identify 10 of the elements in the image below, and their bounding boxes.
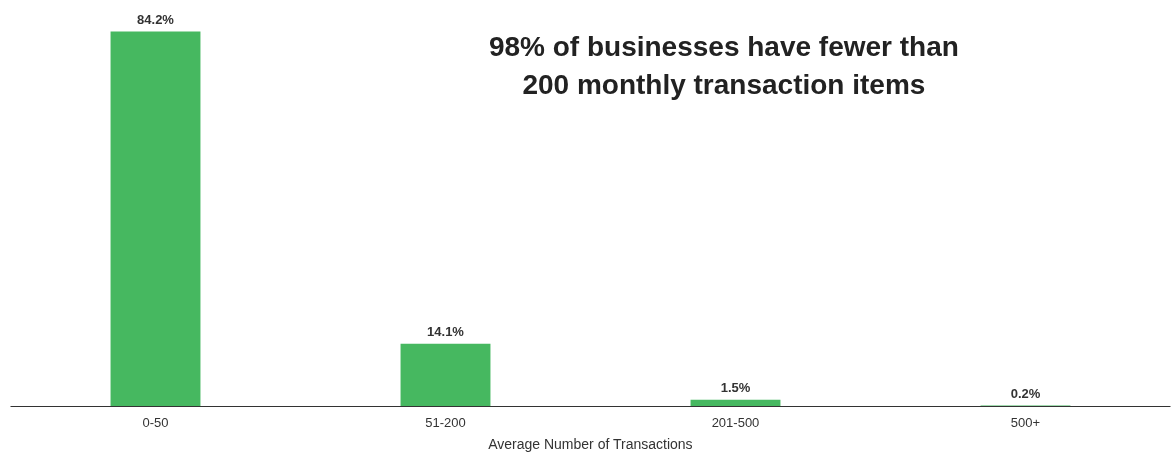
data-label: 84.2% <box>137 11 175 27</box>
x-tick-label: 0-50 <box>142 414 169 430</box>
x-tick-label: 500+ <box>1010 414 1041 430</box>
data-label: 0.2% <box>1010 385 1041 401</box>
x-tick-label: 51-200 <box>425 414 466 430</box>
x-axis-title: Average Number of Transactions <box>488 435 693 452</box>
text: 98% of businesses have fewer than 200 monthly transaction items <box>488 30 959 101</box>
x-tick-label: 201-500 <box>711 414 760 430</box>
data-label: 1.5% <box>720 379 751 395</box>
data-label: 14.1% <box>427 323 465 339</box>
